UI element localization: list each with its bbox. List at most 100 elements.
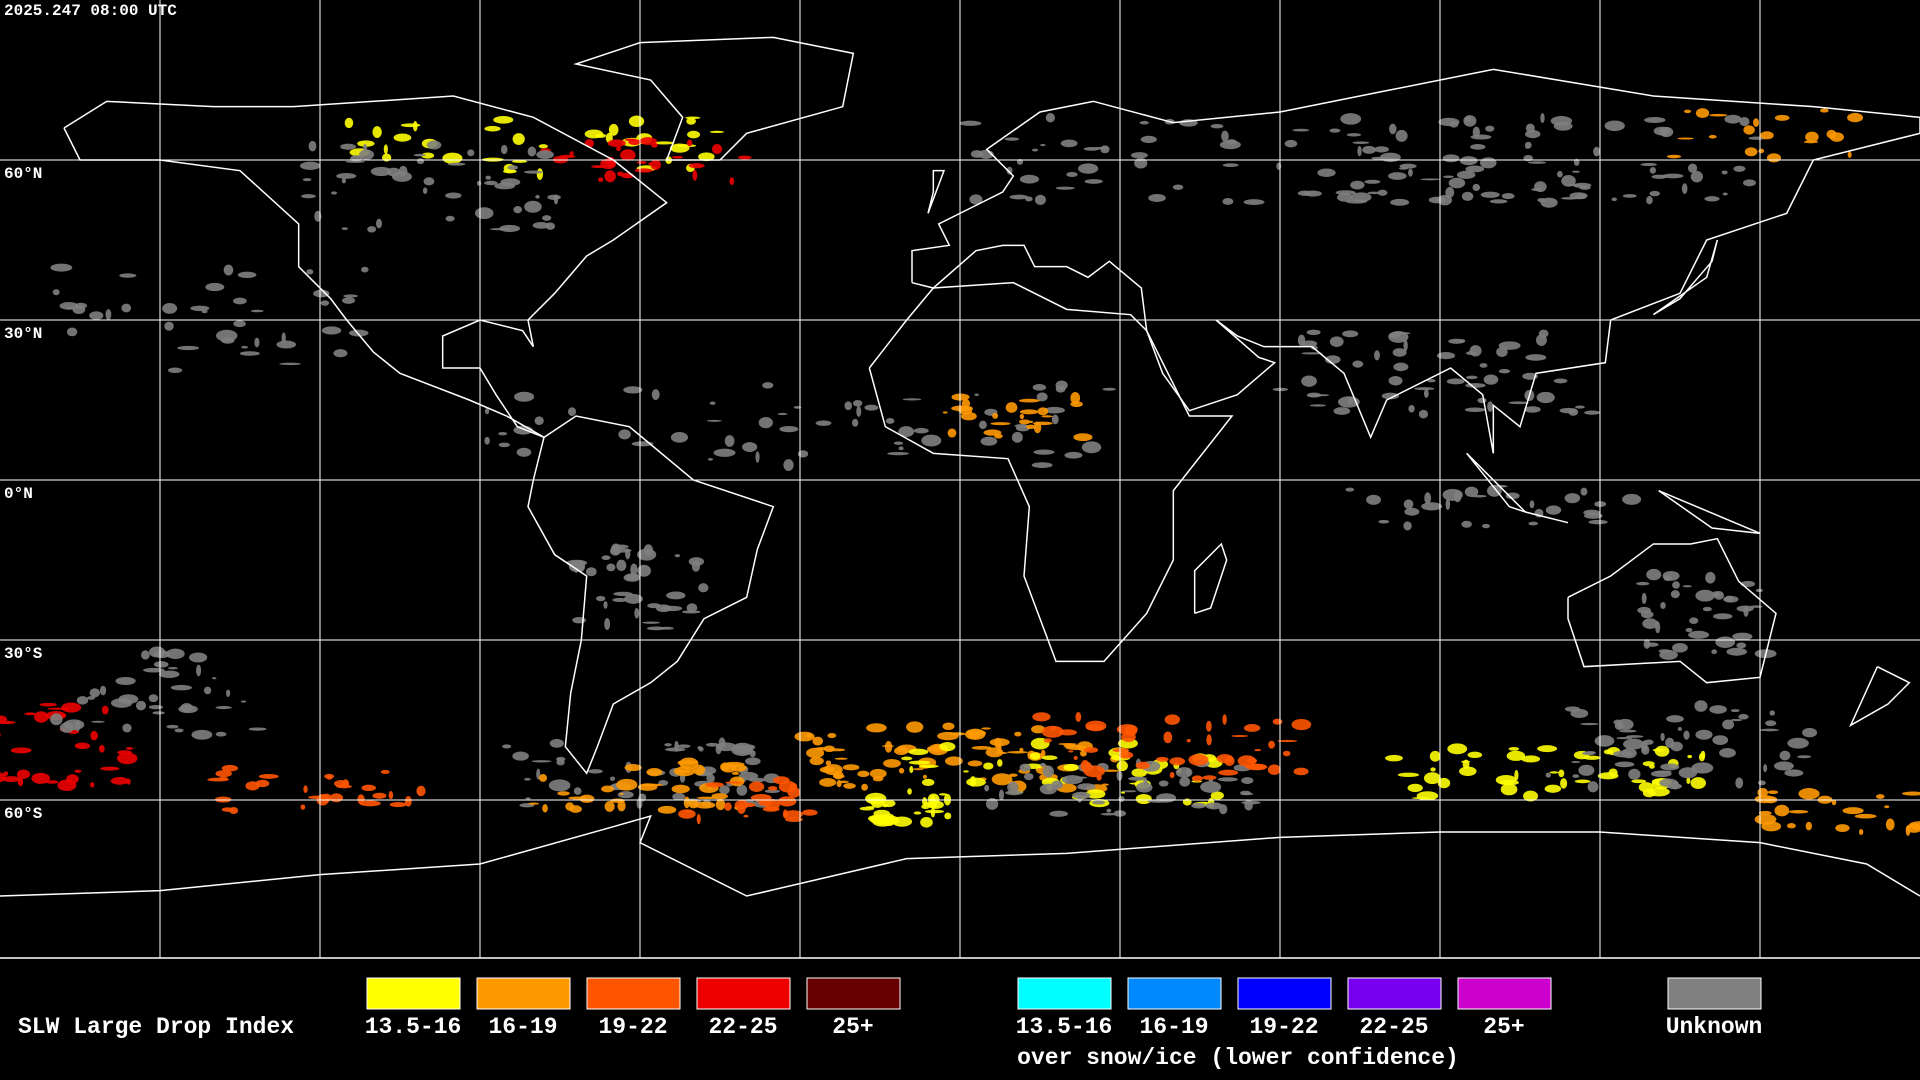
cloud-patch (634, 607, 640, 619)
cloud-patch (694, 801, 716, 809)
cloud-patch (1690, 777, 1706, 789)
cloud-patch (913, 811, 922, 815)
cloud-patch (412, 120, 418, 132)
cloud-patch (1188, 754, 1209, 766)
cloud-patch (1404, 507, 1420, 516)
cloud-patch (1350, 192, 1372, 203)
cloud-patch (1061, 775, 1083, 785)
cloud-patch (1116, 760, 1128, 772)
cloud-patch (1083, 746, 1099, 753)
cloud-patch (416, 785, 426, 797)
cloud-patch (1393, 362, 1409, 372)
cloud-patch (74, 720, 81, 732)
cloud-patch (1582, 751, 1596, 756)
cloud-patch (1712, 613, 1733, 620)
cloud-patch (628, 115, 645, 128)
cloud-patch (1651, 174, 1668, 179)
cloud-patch (1346, 133, 1362, 137)
cloud-patch (762, 806, 780, 812)
cloud-patch (1483, 374, 1499, 385)
cloud-patch (90, 730, 98, 741)
cloud-patch (1685, 627, 1693, 633)
cloud-patch (1797, 755, 1812, 759)
cloud-patch (1622, 194, 1637, 198)
cloud-patch (1284, 139, 1298, 148)
cloud-patch (1037, 407, 1049, 416)
cloud-patch (1885, 818, 1895, 831)
cloud-patch (1070, 391, 1081, 404)
cloud-patch (1835, 824, 1850, 833)
cloud-patch (1414, 387, 1435, 391)
cloud-patch (997, 759, 1003, 767)
cloud-patch (1628, 768, 1641, 780)
cloud-patch (536, 168, 544, 180)
cloud-patch (276, 340, 297, 349)
cloud-patch (1243, 199, 1265, 206)
cloud-patch (1686, 777, 1691, 785)
cloud-patch (1357, 145, 1362, 157)
cloud-patch (1345, 487, 1355, 492)
cloud-patch (748, 781, 765, 792)
cloud-patch (1505, 492, 1520, 500)
cloud-patch (698, 583, 709, 593)
cloud-patch (885, 418, 895, 424)
cloud-patch (1337, 193, 1353, 202)
cloud-patch (1014, 731, 1022, 737)
cloud-patch (74, 769, 82, 773)
cloud-patch (1429, 750, 1441, 762)
cloud-patch (1677, 137, 1694, 140)
cloud-patch (1842, 807, 1864, 815)
cloud-patch (902, 398, 922, 401)
cloud-patch (89, 311, 104, 320)
cloud-patch (1340, 113, 1362, 125)
cloud-patch (226, 689, 231, 697)
cloud-patch (1389, 123, 1397, 135)
cloud-patch (587, 769, 603, 774)
latitude-label: 60°S (4, 805, 43, 823)
cloud-patch (1754, 795, 1775, 804)
cloud-patch (1163, 731, 1173, 744)
cloud-patch (1631, 779, 1647, 784)
cloud-patch (1588, 519, 1608, 525)
cloud-patch (591, 165, 606, 169)
cloud-patch (576, 560, 586, 573)
cloud-patch (1041, 725, 1064, 738)
cloud-patch (74, 742, 91, 750)
cloud-patch (423, 177, 435, 186)
cloud-patch (1055, 385, 1066, 393)
cloud-patch (413, 153, 427, 157)
cloud-patch (1749, 605, 1763, 608)
cloud-patch (1169, 771, 1175, 779)
cloud-patch (525, 797, 531, 800)
cloud-patch (1051, 414, 1059, 425)
cloud-patch (1136, 782, 1153, 793)
cloud-patch (898, 767, 905, 774)
cloud-patch (1831, 799, 1837, 806)
legend-label: 25+ (1483, 1014, 1524, 1040)
cloud-patch (852, 399, 863, 407)
cloud-patch (1118, 795, 1125, 802)
cloud-patch (684, 810, 692, 813)
cloud-patch (349, 329, 369, 337)
cloud-patch (1243, 724, 1261, 732)
cloud-patch (388, 791, 394, 800)
cloud-patch (447, 162, 466, 166)
cloud-patch (1653, 770, 1672, 774)
cloud-patch (110, 776, 129, 785)
cloud-patch (598, 177, 604, 183)
cloud-patch (670, 432, 689, 443)
cloud-patch (205, 282, 225, 292)
cloud-patch (90, 782, 95, 788)
cloud-patch (1073, 433, 1093, 442)
cloud-patch (1730, 718, 1743, 722)
cloud-patch (372, 126, 382, 139)
cloud-patch (383, 144, 388, 155)
legend-caption: over snow/ice (lower confidence) (1017, 1045, 1459, 1071)
cloud-patch (1036, 392, 1048, 402)
cloud-patch (861, 783, 868, 791)
cloud-patch (893, 441, 904, 445)
cloud-patch (1040, 749, 1046, 758)
cloud-patch (512, 751, 529, 761)
cloud-patch (1805, 821, 1812, 831)
cloud-patch (857, 770, 870, 778)
